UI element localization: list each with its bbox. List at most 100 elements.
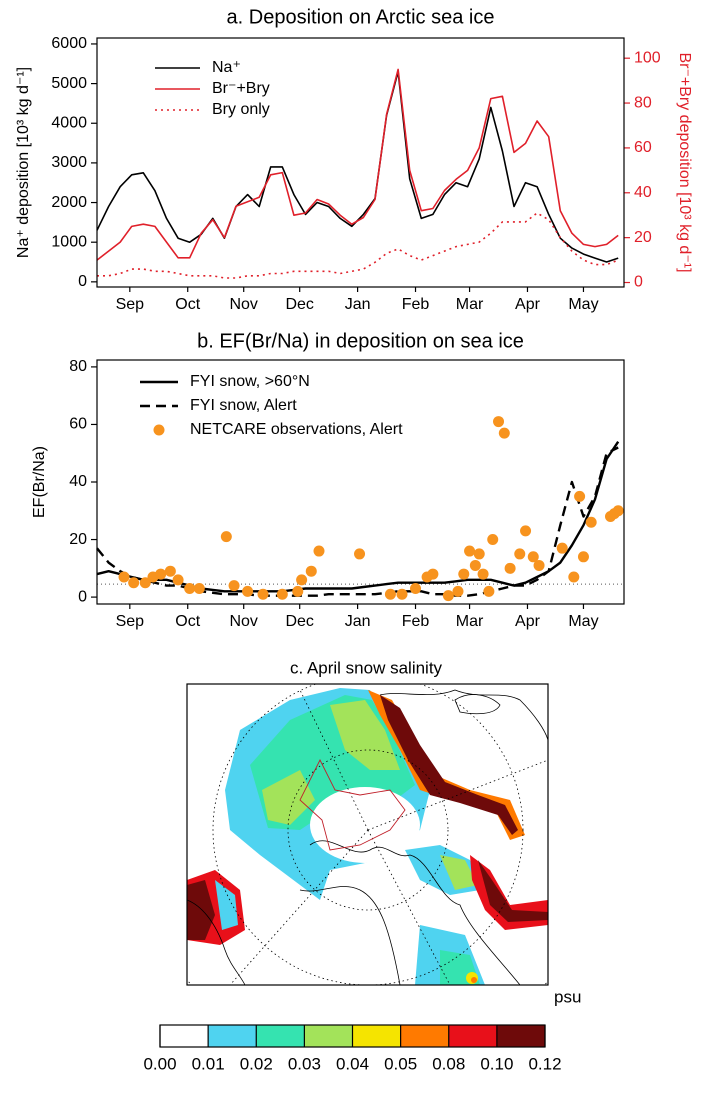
y-tick-label: 80 <box>69 358 87 375</box>
x-tick-label: Dec <box>285 613 313 630</box>
colorbar-segment <box>304 1025 353 1047</box>
legend-label: FYI snow, >60°N <box>190 373 310 390</box>
y-tick-label: 5000 <box>51 75 87 92</box>
latitude-circle <box>212 684 524 985</box>
data-point <box>504 562 516 574</box>
y2-tick-label: 0 <box>634 274 643 291</box>
colorbar: 0.00 0.01 0.02 0.03 0.04 0.05 0.08 0.10 0.12 psu <box>143 987 581 1073</box>
x-tick-label: Feb <box>402 296 430 313</box>
colorbar-tick-label: 0.10 <box>480 1054 513 1073</box>
data-point <box>257 588 269 600</box>
y-axis-label: Na⁺ deposition [10³ kg d⁻¹] <box>15 67 32 258</box>
x-tick-label: Feb <box>402 613 430 630</box>
data-line <box>96 446 619 597</box>
colorbar-unit: psu <box>554 987 581 1006</box>
x-tick-label: Jan <box>345 296 371 313</box>
x-tick-label: Jan <box>345 613 371 630</box>
colorbar-tick-label: 0.00 <box>143 1054 176 1073</box>
colorbar-segment <box>400 1025 449 1047</box>
x-tick-label: Oct <box>175 296 200 313</box>
salinity-region <box>471 977 477 983</box>
data-point <box>155 568 167 580</box>
x-tick-label: Dec <box>285 296 313 313</box>
data-point <box>498 427 510 439</box>
data-point <box>313 545 325 557</box>
data-point <box>242 585 254 597</box>
map-frame <box>186 683 549 986</box>
salinity-region <box>215 880 238 930</box>
salinity-region <box>187 880 215 940</box>
colorbar-tick-label: 0.02 <box>240 1054 273 1073</box>
data-point <box>493 416 505 428</box>
salinity-region <box>478 860 548 922</box>
y2-tick-label: 60 <box>634 139 652 156</box>
data-point <box>396 588 408 600</box>
latitude-circle <box>287 749 449 911</box>
chart-title: a. Deposition on Arctic sea ice <box>227 6 495 28</box>
legend-label: Bry only <box>212 101 270 118</box>
legend-marker <box>153 424 165 436</box>
data-point <box>139 577 151 589</box>
data-line <box>96 68 619 261</box>
legend-label: Br⁻+Bry <box>212 80 270 97</box>
legend-label: FYI snow, Alert <box>190 397 297 414</box>
data-point <box>612 505 624 517</box>
data-point <box>574 490 586 502</box>
data-point <box>184 582 196 594</box>
coastline <box>379 689 548 741</box>
data-point <box>473 548 485 560</box>
data-point <box>384 588 396 600</box>
coastline <box>187 899 246 985</box>
y2-tick-label: 100 <box>634 49 661 66</box>
x-tick-label: May <box>568 613 598 630</box>
y2-tick-label: 80 <box>634 94 652 111</box>
data-point <box>483 585 495 597</box>
x-tick-label: Apr <box>515 296 541 313</box>
y-tick-label: 1000 <box>51 233 87 250</box>
data-point <box>442 590 454 602</box>
y-tick-label: 3000 <box>51 154 87 171</box>
data-point <box>164 565 176 577</box>
data-point <box>533 559 545 571</box>
coastline <box>309 840 521 985</box>
salinity-region <box>310 787 420 863</box>
data-point <box>527 551 539 563</box>
data-point <box>220 531 232 543</box>
data-point <box>354 548 366 560</box>
data-point <box>172 574 184 586</box>
data-point <box>520 525 532 537</box>
data-point <box>514 548 526 560</box>
data-line <box>96 441 620 593</box>
colorbar-tick-label: 0.12 <box>528 1054 561 1073</box>
y2-tick-label: 20 <box>634 229 652 246</box>
data-point <box>577 551 589 563</box>
data-point <box>296 574 308 586</box>
data-point <box>228 580 240 592</box>
coastline <box>299 886 401 985</box>
data-point <box>487 534 499 546</box>
region-outline <box>299 758 406 851</box>
colorbar-tick-label: 0.01 <box>192 1054 225 1073</box>
x-tick-label: Mar <box>456 613 484 630</box>
colorbar-segment <box>352 1025 401 1047</box>
data-line <box>97 212 619 279</box>
salinity-region <box>380 695 518 835</box>
data-point <box>276 588 288 600</box>
y-tick-label: 0 <box>78 273 87 290</box>
y2-tick-label: 40 <box>634 184 652 201</box>
x-tick-label: May <box>568 296 598 313</box>
colorbar-segment <box>256 1025 305 1047</box>
colorbar-segment <box>496 1025 545 1047</box>
colorbar-tick-label: 0.08 <box>432 1054 465 1073</box>
plot-frame <box>96 359 625 605</box>
salinity-region <box>262 770 315 825</box>
data-line <box>96 70 619 263</box>
data-point <box>128 577 140 589</box>
colorbar-segment <box>208 1025 257 1047</box>
colorbar-tick-label: 0.04 <box>336 1054 369 1073</box>
legend-label: Na⁺ <box>212 59 241 76</box>
colorbar-segment <box>448 1025 497 1047</box>
colorbar-tick-label: 0.03 <box>288 1054 321 1073</box>
data-point <box>477 568 489 580</box>
